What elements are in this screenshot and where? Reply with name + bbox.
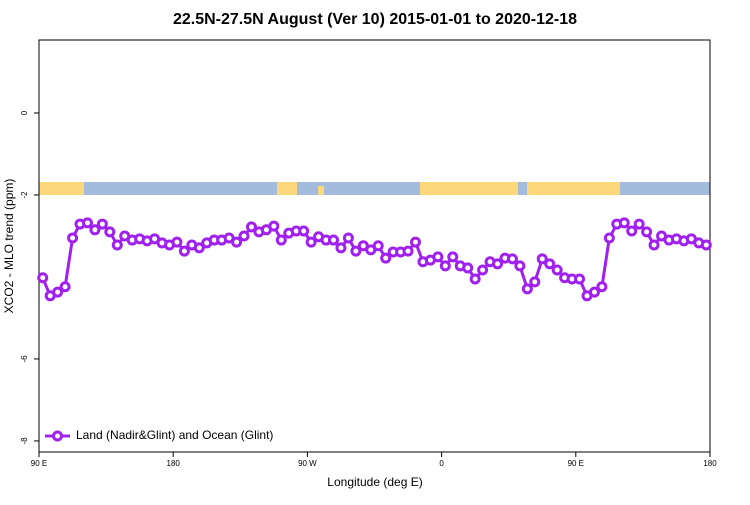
data-point [633,218,645,230]
x-axis-label: Longitude (deg E) [327,475,422,489]
data-point [469,273,481,285]
y-tick-label: -6 [20,355,29,363]
data-point [327,234,339,246]
data-point [641,226,653,238]
y-axis-label: XCO2 - MLO trend (ppm) [2,179,16,314]
legend-label: Land (Nadir&Glint) and Ocean (Glint) [76,428,273,442]
data-point [514,260,526,272]
data-point [626,225,638,237]
data-point [52,286,64,298]
data-point [648,239,660,251]
data-point [245,221,257,233]
data-point [574,273,586,285]
data-point [529,276,541,288]
y-tick-label: -2 [20,191,29,199]
data-point [618,217,630,229]
data-point [268,220,280,232]
data-point [96,218,108,230]
data-point [462,262,474,274]
chart-title: 22.5N-27.5N August (Ver 10) 2015-01-01 t… [173,11,577,28]
data-point [342,232,354,244]
data-point [588,286,600,298]
data-point [447,251,459,263]
data-point [477,264,489,276]
data-point [492,258,504,270]
data-point [111,239,123,251]
legend: Land (Nadir&Glint) and Ocean (Glint) [45,428,273,442]
data-point [432,251,444,263]
data-point [59,281,71,293]
data-point [350,245,362,257]
land-ocean-strip [39,182,710,195]
data-point [104,226,116,238]
data-point [506,253,518,265]
x-tick-label: 0 [439,459,444,468]
data-point [402,245,414,257]
data-point [596,281,608,293]
x-tick-label: 180 [167,459,181,468]
data-point [335,242,347,254]
data-point [551,264,563,276]
data-point [603,232,615,244]
data-point [410,236,422,248]
data-point [380,252,392,264]
data-point [231,236,243,248]
data-point [544,258,556,270]
data-point [298,225,310,237]
data-point [700,239,712,251]
data-point [536,253,548,265]
x-tick-label: 90 E [31,459,47,468]
x-tick-label: 90 E [568,459,584,468]
data-point [521,283,533,295]
data-point [67,232,79,244]
data-point [439,260,451,272]
data-point [275,234,287,246]
data-point [81,217,93,229]
x-tick-label: 90 W [298,459,317,468]
x-tick-label: 180 [703,459,717,468]
y-tick-label: 0 [20,110,29,115]
y-tick-label: -8 [20,437,29,445]
data-point [305,236,317,248]
data-point [372,240,384,252]
data-point [37,272,49,284]
data-point [178,245,190,257]
data-point [193,242,205,254]
data-point [238,230,250,242]
data-point [171,236,183,248]
data-point [89,224,101,236]
